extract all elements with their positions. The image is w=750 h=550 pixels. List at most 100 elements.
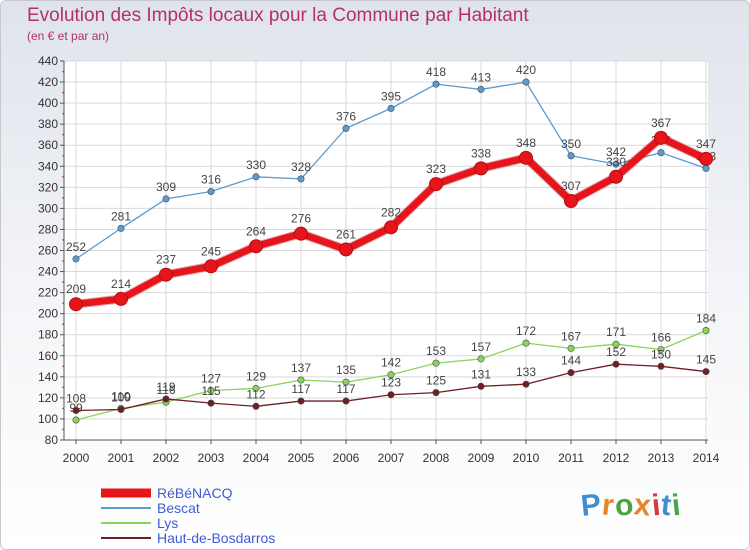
data-label: 330 bbox=[606, 155, 626, 169]
data-label: 252 bbox=[66, 240, 86, 254]
data-point bbox=[252, 173, 260, 181]
data-point bbox=[162, 195, 170, 203]
data-point bbox=[702, 164, 710, 172]
data-label: 123 bbox=[381, 376, 401, 390]
chart-subtitle: (en € et par an) bbox=[27, 29, 110, 43]
y-minor-tick bbox=[62, 344, 64, 347]
data-point bbox=[342, 124, 350, 132]
y-minor-tick bbox=[62, 197, 64, 199]
data-label: 395 bbox=[381, 89, 401, 103]
legend-item: Haut-de-Bosdarros bbox=[101, 530, 275, 546]
data-label: 264 bbox=[246, 224, 266, 238]
y-tick-label: 380 bbox=[38, 117, 58, 131]
data-point bbox=[249, 239, 263, 254]
logo-letter: i bbox=[670, 488, 684, 523]
data-point bbox=[72, 407, 80, 415]
series-3: 108 109 119 115 112 117 117 123 125 131 133 144 152 1… bbox=[66, 345, 716, 415]
data-point bbox=[72, 416, 80, 424]
legend-item: RéBéNACQ bbox=[101, 485, 233, 501]
x-tick-label: 2002 bbox=[153, 451, 180, 465]
data-point bbox=[387, 104, 395, 112]
y-minor-tick bbox=[62, 218, 64, 220]
y-tick-label: 140 bbox=[38, 370, 58, 384]
y-tick-label: 120 bbox=[38, 391, 58, 405]
data-point bbox=[204, 259, 218, 274]
data-label: 125 bbox=[426, 374, 446, 388]
data-label: 152 bbox=[606, 345, 626, 359]
y-minor-tick bbox=[62, 365, 64, 368]
y-tick-label: 220 bbox=[38, 286, 58, 300]
data-point bbox=[522, 339, 530, 347]
data-label: 328 bbox=[291, 160, 311, 174]
y-minor-tick bbox=[62, 386, 64, 389]
x-tick-label: 2004 bbox=[243, 451, 270, 465]
data-point bbox=[387, 391, 395, 399]
data-point bbox=[477, 85, 485, 93]
legend-label: Haut-de-Bosdarros bbox=[157, 530, 275, 546]
data-point bbox=[567, 152, 575, 160]
data-point bbox=[429, 177, 443, 192]
data-point bbox=[657, 362, 665, 370]
y-tick-label: 300 bbox=[38, 201, 58, 215]
proxiti-logo: Proxiti bbox=[579, 488, 684, 523]
data-label: 184 bbox=[696, 312, 716, 326]
data-point bbox=[384, 220, 398, 235]
x-tick-label: 2009 bbox=[468, 451, 495, 465]
data-label: 172 bbox=[516, 324, 536, 338]
data-point bbox=[297, 397, 305, 405]
data-point bbox=[72, 255, 80, 263]
data-label: 142 bbox=[381, 356, 401, 370]
chart-title: Evolution des Impôts locaux pour la Comm… bbox=[27, 5, 529, 26]
data-point bbox=[657, 345, 665, 353]
data-label: 150 bbox=[651, 347, 671, 361]
data-label: 418 bbox=[426, 65, 446, 79]
y-tick-label: 200 bbox=[38, 307, 58, 321]
data-label: 108 bbox=[66, 392, 86, 406]
data-point bbox=[342, 378, 350, 386]
data-point bbox=[339, 242, 353, 257]
series-1: 2522813093163303283763954184134203503423… bbox=[66, 63, 716, 263]
data-point bbox=[159, 267, 173, 282]
data-label: 350 bbox=[561, 137, 581, 151]
x-tick-label: 2012 bbox=[603, 451, 630, 465]
x-tick-label: 2003 bbox=[198, 451, 225, 465]
x-tick-label: 2001 bbox=[108, 451, 135, 465]
data-label: 133 bbox=[516, 365, 536, 379]
x-tick-label: 2007 bbox=[378, 451, 405, 465]
y-minor-tick bbox=[62, 133, 64, 136]
x-tick-label: 2006 bbox=[333, 451, 360, 465]
y-tick-label: 320 bbox=[38, 180, 58, 194]
data-label: 214 bbox=[111, 277, 131, 291]
data-point bbox=[702, 327, 710, 335]
y-tick-label: 440 bbox=[38, 54, 58, 68]
x-tick-label: 2010 bbox=[513, 451, 540, 465]
data-label: 413 bbox=[471, 70, 491, 84]
data-point bbox=[342, 397, 350, 405]
legend-item: Bescat bbox=[101, 500, 200, 516]
data-label: 323 bbox=[426, 162, 446, 176]
data-point bbox=[297, 175, 305, 183]
y-minor-tick bbox=[62, 281, 64, 283]
data-point bbox=[207, 399, 215, 407]
legend-label: RéBéNACQ bbox=[157, 485, 233, 501]
data-label: 127 bbox=[201, 372, 221, 386]
x-tick-label: 2005 bbox=[288, 451, 315, 465]
data-label: 367 bbox=[651, 116, 671, 130]
data-label: 282 bbox=[381, 205, 401, 219]
y-tick-label: 420 bbox=[38, 75, 58, 89]
series-2: 9911011612712913713514215315717216717116… bbox=[69, 312, 716, 424]
data-label: 261 bbox=[336, 227, 356, 241]
data-label: 115 bbox=[201, 384, 220, 398]
y-tick-label: 360 bbox=[38, 138, 58, 152]
data-label: 110 bbox=[111, 389, 130, 403]
data-point bbox=[522, 380, 530, 388]
x-tick-label: 2008 bbox=[423, 451, 450, 465]
data-label: 330 bbox=[246, 158, 266, 172]
data-label: 316 bbox=[201, 173, 221, 187]
data-point bbox=[609, 169, 623, 184]
data-label: 347 bbox=[696, 137, 716, 151]
data-point bbox=[207, 387, 215, 395]
data-label: 137 bbox=[291, 361, 311, 375]
y-tick-label: 260 bbox=[38, 244, 58, 258]
